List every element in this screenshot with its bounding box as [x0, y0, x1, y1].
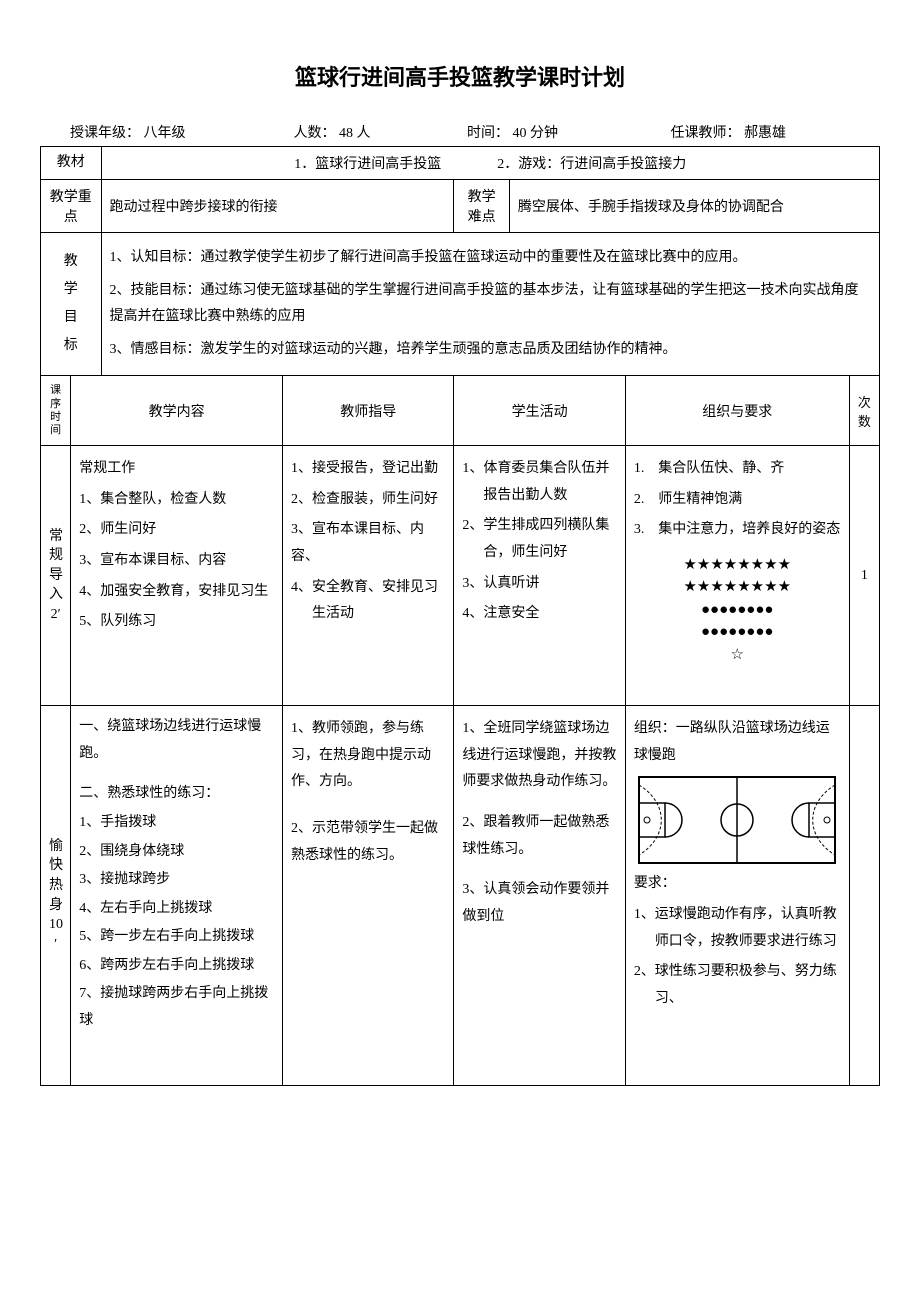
- stage-2-label: 愉 快 热 身 10 ′: [41, 706, 71, 1086]
- grade-value: 八年级: [144, 122, 186, 142]
- goal-3: 3、情感目标：激发学生的对篮球运动的兴趣，培养学生顽强的意志品质及团结协作的精神…: [110, 337, 872, 364]
- goal-1: 1、认知目标：通过教学使学生初步了解行进间高手投篮在篮球运动中的重要性及在篮球比…: [110, 245, 872, 272]
- stage-1-label: 常 规 导 入 2′: [41, 446, 71, 706]
- stage-1-count: 1: [849, 446, 879, 706]
- difficulty-text: 腾空展体、手腕手指拨球及身体的协调配合: [509, 180, 879, 233]
- times-label: 次数: [849, 376, 879, 446]
- basketball-court-icon: [637, 775, 837, 865]
- stage-1-content: 常规工作 1、集合整队，检查人数 2、师生问好 3、宣布本课目标、内容 4、加强…: [71, 446, 283, 706]
- material-label: 教材: [41, 147, 102, 180]
- stage-2-student: 1、全班同学绕篮球场边线进行运球慢跑，并按教师要求做热身动作练习。 2、跟着教师…: [454, 706, 625, 1086]
- count-label: 人数：: [294, 122, 336, 142]
- meta-row: 授课年级： 八年级 人数： 48 人 时间： 40 分钟 任课教师： 郝惠雄: [40, 122, 880, 142]
- teacher-label: 任课教师：: [671, 122, 741, 142]
- stage-1-teacher: 1、接受报告，登记出勤 2、检查服装，师生问好 3、宣布本课目标、内容、 4、安…: [283, 446, 454, 706]
- section-header-row: 课序时间 教学内容 教师指导 学生活动 组织与要求 次数: [41, 376, 880, 446]
- material-row: 教材 1．篮球行进间高手投篮 2．游戏：行进间高手投篮接力: [41, 147, 880, 180]
- time-label: 时间：: [467, 122, 509, 142]
- stage-2-count: [849, 706, 879, 1086]
- lesson-plan-table: 教材 1．篮球行进间高手投篮 2．游戏：行进间高手投篮接力 教学重点 跑动过程中…: [40, 146, 880, 1086]
- focus-row: 教学重点 跑动过程中跨步接球的衔接 教学难点 腾空展体、手腕手指拨球及身体的协调…: [41, 180, 880, 233]
- page-title: 篮球行进间高手投篮教学课时计划: [40, 60, 880, 92]
- formation-diagram: ★★★★★★★★ ★★★★★★★★ ●●●●●●●● ●●●●●●●● ☆: [634, 554, 841, 667]
- material-text: 1．篮球行进间高手投篮 2．游戏：行进间高手投篮接力: [101, 147, 880, 180]
- focus-text: 跑动过程中跨步接球的衔接: [101, 180, 454, 233]
- stage-2-org: 组织：一路纵队沿篮球场边线运球慢跑 要求： 1、运球慢跑动作有序，认真听教师口令…: [625, 706, 849, 1086]
- time-value: 40 分钟: [513, 122, 559, 142]
- stage-row-1: 常 规 导 入 2′ 常规工作 1、集合整队，检查人数 2、师生问好 3、宣布本…: [41, 446, 880, 706]
- count-value: 48 人: [339, 122, 371, 142]
- goal-cell: 1、认知目标：通过教学使学生初步了解行进间高手投篮在篮球运动中的重要性及在篮球比…: [101, 233, 880, 376]
- difficulty-label: 教学难点: [454, 180, 509, 233]
- stage-2-content: 一、绕篮球场边线进行运球慢跑。 二、熟悉球性的练习： 1、手指拨球 2、围绕身体…: [71, 706, 283, 1086]
- goal-label: 教学目标: [41, 233, 102, 376]
- focus-label: 教学重点: [41, 180, 102, 233]
- stage-2-teacher: 1、教师领跑，参与练习，在热身跑中提示动作、方向。 2、示范带领学生一起做熟悉球…: [283, 706, 454, 1086]
- stage-row-2: 愉 快 热 身 10 ′ 一、绕篮球场边线进行运球慢跑。 二、熟悉球性的练习： …: [41, 706, 880, 1086]
- student-activity-label: 学生活动: [454, 376, 625, 446]
- teacher-value: 郝惠雄: [744, 122, 786, 142]
- org-req-label: 组织与要求: [625, 376, 849, 446]
- goal-2: 2、技能目标：通过练习使无篮球基础的学生掌握行进间高手投篮的基本步法，让有篮球基…: [110, 278, 872, 331]
- seq-label: 课序时间: [41, 376, 71, 446]
- grade-label: 授课年级：: [70, 122, 140, 142]
- teacher-guide-label: 教师指导: [283, 376, 454, 446]
- stage-1-student: 1、体育委员集合队伍并报告出勤人数 2、学生排成四列横队集合，师生问好 3、认真…: [454, 446, 625, 706]
- goal-row: 教学目标 1、认知目标：通过教学使学生初步了解行进间高手投篮在篮球运动中的重要性…: [41, 233, 880, 376]
- content-label: 教学内容: [71, 376, 283, 446]
- stage-1-org: 1. 集合队伍快、静、齐 2. 师生精神饱满 3. 集中注意力，培养良好的姿态 …: [625, 446, 849, 706]
